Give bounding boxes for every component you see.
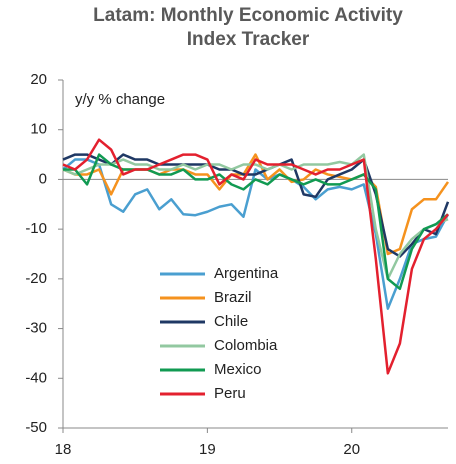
y-tick-label: -30 (25, 320, 47, 337)
x-tick-label: 18 (55, 441, 72, 458)
y-tick-label: -20 (25, 270, 47, 287)
x-tick-label: 19 (199, 441, 216, 458)
legend-label: Argentina (214, 265, 279, 282)
legend-label: Mexico (214, 361, 262, 378)
y-axis-label: y/y % change (75, 91, 165, 108)
chart-title: Latam: Monthly Economic Activity Index T… (93, 5, 403, 50)
x-tick-label: 20 (343, 441, 360, 458)
legend-label: Peru (214, 385, 246, 402)
y-tick-label: 10 (30, 121, 47, 138)
series-line (62, 153, 449, 281)
series-line (63, 153, 449, 291)
y-tick-label: 20 (30, 71, 47, 88)
series-line (62, 138, 449, 375)
legend-label: Colombia (214, 337, 278, 354)
y-tick-label: -50 (25, 419, 47, 436)
series-line (62, 158, 450, 310)
series-line (62, 153, 450, 258)
legend-label: Brazil (214, 289, 252, 306)
y-tick-label: -40 (25, 369, 47, 386)
legend-label: Chile (214, 313, 248, 330)
y-tick-label: -10 (25, 220, 47, 237)
y-tick-label: 0 (39, 170, 47, 187)
